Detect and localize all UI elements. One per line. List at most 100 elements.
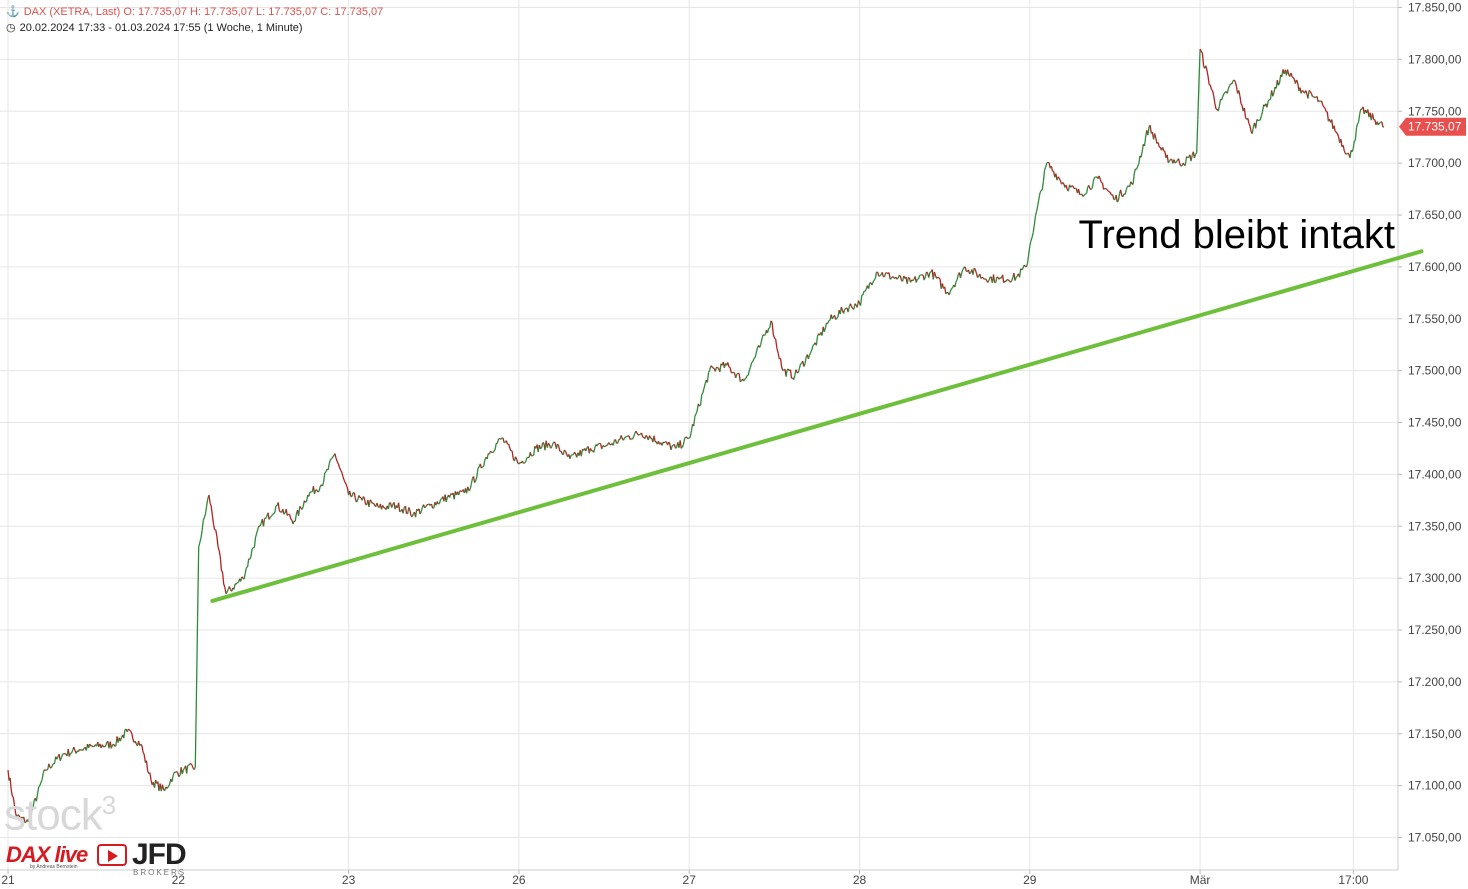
price-segment xyxy=(1335,131,1339,135)
price-segment xyxy=(1034,211,1038,216)
price-segment xyxy=(928,272,931,278)
price-segment xyxy=(1259,115,1263,121)
price-segment xyxy=(240,576,243,582)
price-segment xyxy=(246,558,250,568)
price-segment xyxy=(9,777,12,790)
price-segment xyxy=(190,763,193,766)
price-segment xyxy=(631,436,635,440)
price-segment xyxy=(389,502,391,504)
price-segment xyxy=(808,352,812,356)
price-segment xyxy=(688,436,691,439)
y-tick-label: 17.800,00 xyxy=(1408,52,1462,66)
price-segment xyxy=(602,445,605,447)
price-segment xyxy=(468,489,471,492)
price-segment xyxy=(206,498,209,506)
price-segment xyxy=(680,446,683,449)
price-segment xyxy=(800,362,802,365)
price-segment xyxy=(31,807,34,811)
price-segment xyxy=(325,469,328,473)
price-segment xyxy=(399,510,402,513)
price-segment xyxy=(64,753,67,755)
watermark-brand: stock xyxy=(4,790,103,840)
price-segment xyxy=(1320,100,1324,106)
price-segment xyxy=(1119,189,1123,197)
price-segment xyxy=(1295,79,1299,84)
price-segment xyxy=(1038,192,1041,200)
price-segment xyxy=(438,499,442,504)
price-segment xyxy=(1125,186,1129,190)
price-segment xyxy=(962,267,965,270)
price-segment xyxy=(937,276,940,279)
horizontal-gridlines xyxy=(0,7,1402,838)
price-segment xyxy=(1041,181,1045,190)
price-segment xyxy=(1377,122,1381,126)
price-segment xyxy=(251,547,254,550)
price-segment xyxy=(631,438,633,440)
price-segment xyxy=(1239,95,1242,104)
price-segment xyxy=(1247,118,1250,124)
price-segment xyxy=(1175,160,1178,163)
price-segment xyxy=(1035,205,1039,212)
price-segment xyxy=(760,338,763,345)
price-segment xyxy=(540,442,544,448)
price-segment xyxy=(13,804,17,813)
price-segment xyxy=(1092,177,1096,182)
price-segment xyxy=(702,388,705,394)
price-segment xyxy=(624,436,627,439)
price-segment xyxy=(812,343,815,346)
price-segment xyxy=(39,782,42,786)
price-segment xyxy=(278,510,282,513)
price-segment xyxy=(351,492,354,497)
price-segment xyxy=(964,266,967,272)
price-segment xyxy=(62,753,65,756)
price-segment xyxy=(710,365,713,368)
price-segment xyxy=(1116,200,1119,203)
price-segment xyxy=(1345,152,1347,155)
price-segment xyxy=(811,345,814,351)
price-segment xyxy=(1106,189,1109,192)
price-segment xyxy=(149,772,152,781)
price-segment xyxy=(1381,121,1384,128)
price-segment xyxy=(706,372,710,383)
price-segment xyxy=(954,281,957,288)
price-segment xyxy=(525,457,528,462)
price-segment xyxy=(322,472,326,483)
price-segment xyxy=(984,278,988,281)
price-segment xyxy=(1198,48,1201,82)
price-segment xyxy=(141,745,144,753)
price-segment xyxy=(202,517,206,521)
x-tick-label: 28 xyxy=(853,873,867,887)
price-segment xyxy=(368,499,371,508)
price-segment xyxy=(1352,141,1355,149)
price-segment xyxy=(440,498,443,500)
price-segment xyxy=(424,506,427,509)
price-segment xyxy=(772,334,776,339)
price-segment xyxy=(1050,166,1054,172)
price-segment xyxy=(1082,194,1085,197)
price-segment xyxy=(747,369,751,376)
price-segment xyxy=(30,809,33,820)
price-segment xyxy=(736,372,739,375)
price-segment xyxy=(951,287,954,290)
price-segment xyxy=(301,506,304,510)
price-segment xyxy=(670,445,673,451)
price-segment xyxy=(382,505,385,508)
price-segment xyxy=(1266,100,1269,108)
price-segment xyxy=(854,303,857,306)
price-segment xyxy=(1232,79,1235,82)
price-segment xyxy=(609,443,612,446)
y-tick-label: 17.100,00 xyxy=(1408,779,1462,793)
price-segment xyxy=(11,795,14,798)
price-segment xyxy=(1340,139,1343,147)
price-segment xyxy=(739,380,742,383)
price-segment xyxy=(40,779,43,783)
price-segment xyxy=(167,784,171,788)
price-segment xyxy=(728,366,731,368)
price-segment xyxy=(859,295,863,306)
price-segment xyxy=(737,372,740,375)
price-segment xyxy=(992,274,996,283)
price-segment xyxy=(195,616,199,692)
price-segment xyxy=(849,303,853,308)
price-segment xyxy=(1130,181,1133,185)
price-segment xyxy=(824,322,828,329)
